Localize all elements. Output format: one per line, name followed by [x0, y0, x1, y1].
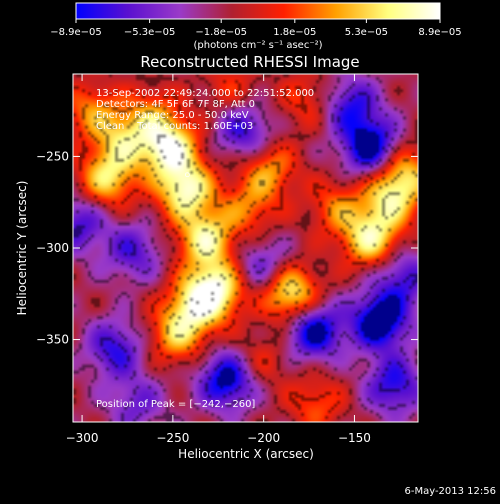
x-tick-label: −150	[338, 431, 371, 445]
colorbar-tick-label: −1.8e−05	[195, 27, 247, 38]
y-tick-label: −300	[36, 241, 69, 255]
colorbar-ticks: −8.9e−05 −5.3e−05 −1.8e−05 1.8e−05 5.3e−05 8.…	[50, 19, 462, 38]
info-line-energy-range: Energy Range: 25.0 - 50.0 keV	[96, 110, 249, 121]
footer-timestamp: 6-May-2013 12:56	[404, 486, 496, 497]
colorbar-tick-label: 5.3e−05	[345, 27, 388, 38]
colorbar-tick-label: 1.8e−05	[273, 27, 316, 38]
colorbar-tick-label: −5.3e−05	[124, 27, 176, 38]
info-line-time-range: 13-Sep-2002 22:49:24.000 to 22:51:52.000	[96, 88, 314, 99]
colorbar-units-label: (photons cm⁻² s⁻¹ asec⁻²)	[193, 40, 322, 51]
y-axis-ticks: −250 −300 −350	[36, 149, 418, 347]
peak-marker	[184, 172, 190, 178]
x-tick-label: −200	[247, 431, 280, 445]
info-line-total-counts: Clean Total counts: 1.60E+03	[96, 121, 253, 132]
chart-title: Reconstructed RHESSI Image	[140, 53, 359, 71]
y-tick-label: −350	[36, 333, 69, 347]
x-axis-ticks: −300 −250 −200 −150	[66, 74, 371, 445]
x-tick-label: −300	[66, 431, 99, 445]
y-axis-label: Heliocentric Y (arcsec)	[15, 181, 29, 316]
heatmap-image	[73, 74, 418, 422]
y-tick-label: −250	[36, 149, 69, 163]
colorbar-tick-label: −8.9e−05	[50, 27, 102, 38]
colorbar	[75, 2, 441, 20]
x-axis-label: Heliocentric X (arcsec)	[178, 447, 314, 461]
x-tick-label: −250	[156, 431, 189, 445]
info-line-detectors: Detectors: 4F 5F 6F 7F 8F, Att 0	[96, 99, 255, 110]
peak-position-label: Position of Peak = [−242,−260]	[96, 399, 255, 410]
colorbar-tick-label: 8.9e−05	[418, 27, 461, 38]
